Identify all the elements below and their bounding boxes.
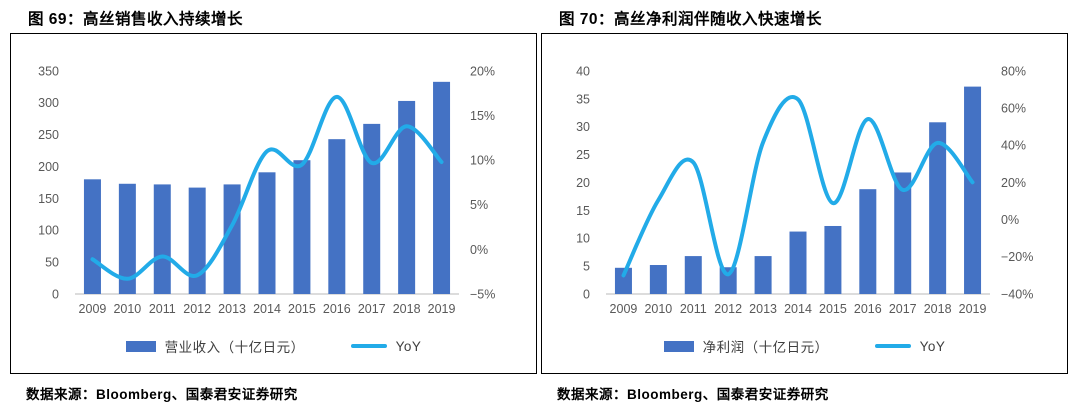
svg-text:15: 15 <box>576 204 590 218</box>
figure-70-title: 图 70：高丝净利润伴随收入快速增长 <box>559 11 823 28</box>
svg-text:2012: 2012 <box>714 302 742 316</box>
svg-text:2013: 2013 <box>749 302 777 316</box>
line-legend-item: YoY <box>350 338 422 354</box>
svg-text:2009: 2009 <box>610 302 638 316</box>
svg-text:2018: 2018 <box>393 302 421 316</box>
svg-text:2017: 2017 <box>889 302 917 316</box>
svg-text:20%: 20% <box>470 64 495 78</box>
bar-legend-item: 净利润（十亿日元） <box>663 336 829 356</box>
svg-text:2009: 2009 <box>79 302 107 316</box>
svg-text:2011: 2011 <box>149 302 176 316</box>
svg-text:20: 20 <box>576 176 590 190</box>
figure-69: 图 69：高丝销售收入持续增长 0 50 100 150 200 250 300 350 −5%… <box>10 0 537 403</box>
figure-70-data-source: 数据来源：Bloomberg、国泰君安证券研究 <box>557 387 829 402</box>
figure-70-legend: 净利润（十亿日元） YoY <box>542 326 1067 366</box>
svg-text:2016: 2016 <box>323 302 351 316</box>
line-legend-label: YoY <box>395 338 422 354</box>
svg-text:150: 150 <box>38 192 59 206</box>
line-legend-swatch-icon <box>350 343 387 349</box>
figure-70: 图 70：高丝净利润伴随收入快速增长 0 5 10 15 20 25 30 35 40 −40% −… <box>541 0 1068 403</box>
revenue-yoy-chart: 0 50 100 150 200 250 300 350 −5% 0% 5% 10% 15% 20% 200… <box>38 64 495 316</box>
svg-text:0%: 0% <box>470 243 488 257</box>
svg-text:5%: 5% <box>470 198 488 212</box>
svg-text:2018: 2018 <box>924 302 952 316</box>
svg-text:10: 10 <box>576 232 590 246</box>
svg-text:−40%: −40% <box>1001 287 1033 301</box>
svg-text:100: 100 <box>38 224 59 238</box>
svg-text:35: 35 <box>576 92 590 106</box>
figure-70-panel: 0 5 10 15 20 25 30 35 40 −40% −20% 0% 20% 40% 60% 80% 20… <box>541 33 1068 374</box>
svg-text:2013: 2013 <box>218 302 246 316</box>
bar-legend-item: 营业收入（十亿日元） <box>125 336 305 356</box>
svg-text:10%: 10% <box>470 154 495 168</box>
svg-text:2017: 2017 <box>358 302 386 316</box>
svg-text:2019: 2019 <box>959 302 987 316</box>
bar-legend-label: 营业收入（十亿日元） <box>164 340 305 355</box>
figure-69-data-source: 数据来源：Bloomberg、国泰君安证券研究 <box>26 387 298 402</box>
bar-legend-swatch-icon <box>663 340 694 352</box>
svg-text:2012: 2012 <box>183 302 211 316</box>
net-profit-yoy-chart: 0 5 10 15 20 25 30 35 40 −40% −20% 0% 20% 40% 60% 80% 20… <box>576 64 1033 316</box>
svg-text:0%: 0% <box>1001 213 1019 227</box>
figure-69-panel: 0 50 100 150 200 250 300 350 −5% 0% 5% 10% 15% 20% 200… <box>10 33 537 374</box>
svg-text:80%: 80% <box>1001 64 1026 78</box>
svg-text:2016: 2016 <box>854 302 882 316</box>
svg-text:250: 250 <box>38 128 59 142</box>
svg-text:300: 300 <box>38 96 59 110</box>
svg-text:2014: 2014 <box>253 302 281 316</box>
svg-text:40: 40 <box>576 64 590 78</box>
bar-legend-label: 净利润（十亿日元） <box>702 340 829 355</box>
svg-text:2010: 2010 <box>644 302 672 316</box>
svg-text:2014: 2014 <box>784 302 812 316</box>
svg-text:200: 200 <box>38 160 59 174</box>
svg-text:2019: 2019 <box>428 302 456 316</box>
line-legend-item: YoY <box>874 338 946 354</box>
line-legend-label: YoY <box>919 338 946 354</box>
svg-text:0: 0 <box>52 287 59 301</box>
figure-69-title: 图 69：高丝销售收入持续增长 <box>28 11 244 28</box>
svg-text:−5%: −5% <box>470 287 495 301</box>
svg-text:40%: 40% <box>1001 139 1026 153</box>
svg-text:350: 350 <box>38 64 59 78</box>
figure-69-legend: 营业收入（十亿日元） YoY <box>11 326 536 366</box>
line-legend-swatch-icon <box>874 343 911 349</box>
figures-row: 图 69：高丝销售收入持续增长 0 50 100 150 200 250 300 350 −5%… <box>10 0 1068 403</box>
svg-text:50: 50 <box>45 256 59 270</box>
svg-text:25: 25 <box>576 148 590 162</box>
svg-text:−20%: −20% <box>1001 250 1033 264</box>
svg-text:0: 0 <box>583 287 590 301</box>
svg-text:5: 5 <box>583 260 590 274</box>
svg-text:20%: 20% <box>1001 176 1026 190</box>
svg-text:30: 30 <box>576 120 590 134</box>
svg-text:2015: 2015 <box>819 302 847 316</box>
svg-text:2010: 2010 <box>113 302 141 316</box>
svg-text:2015: 2015 <box>288 302 316 316</box>
svg-text:60%: 60% <box>1001 102 1026 116</box>
svg-text:2011: 2011 <box>680 302 707 316</box>
svg-text:15%: 15% <box>470 109 495 123</box>
bar-legend-swatch-icon <box>125 340 156 352</box>
